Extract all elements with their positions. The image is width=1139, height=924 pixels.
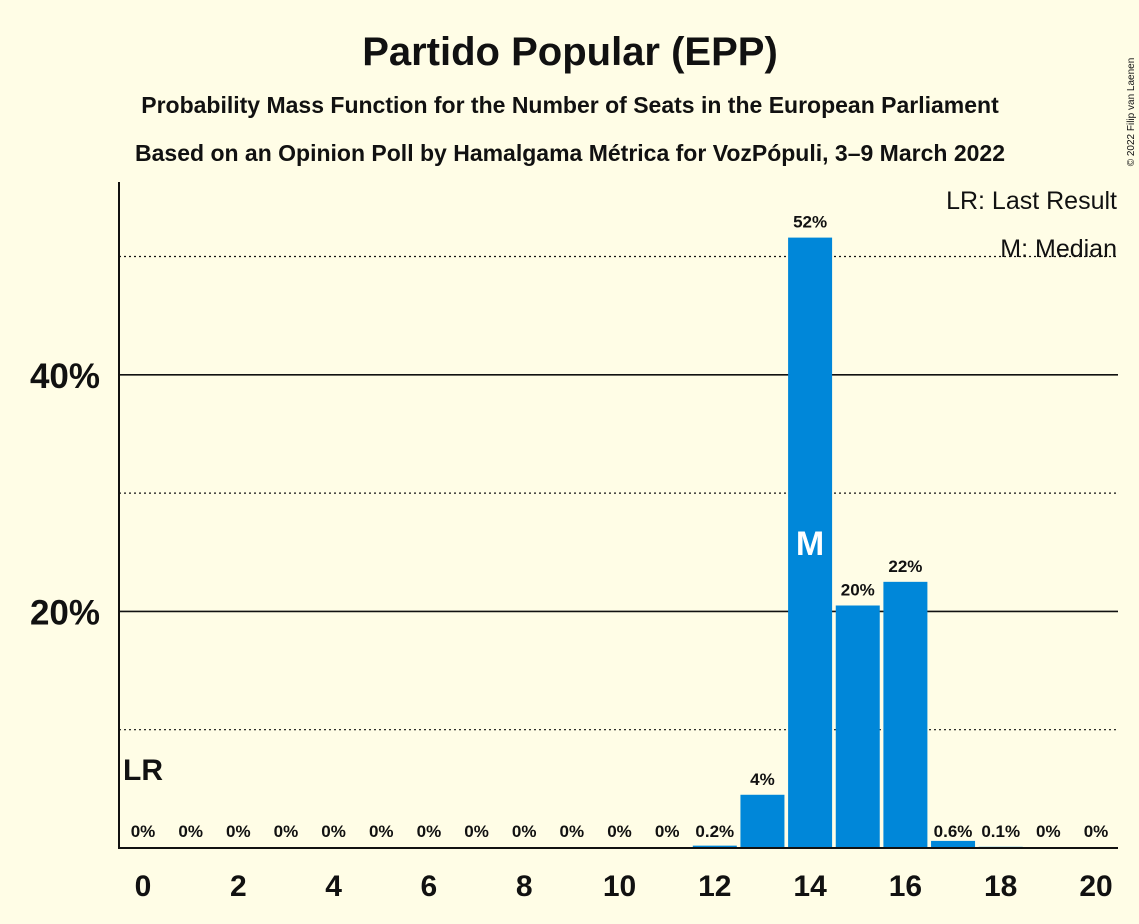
value-label-seat-19: 0% — [1036, 822, 1061, 841]
last-result-marker: LR — [123, 754, 163, 787]
bar-seat-17 — [931, 840, 976, 848]
x-tick-label: 18 — [984, 870, 1017, 903]
value-label-seat-13: 4% — [750, 770, 775, 789]
value-label-seat-7: 0% — [464, 822, 489, 841]
chart-title: Partido Popular (EPP) — [362, 30, 778, 74]
bars — [692, 237, 1023, 848]
median-marker: M — [796, 525, 824, 563]
x-axis-ticks: 0 2 4 6 8 10 12 14 16 18 20 — [135, 870, 1113, 903]
value-label-seat-15: 20% — [841, 580, 875, 599]
value-label-seat-20: 0% — [1084, 822, 1109, 841]
copyright: © 2022 Filip van Laenen — [1126, 58, 1137, 167]
chart-subtitle-2: Based on an Opinion Poll by Hamalgama Mé… — [135, 140, 1005, 166]
value-label-seat-10: 0% — [607, 822, 632, 841]
value-label-seat-2: 0% — [226, 822, 251, 841]
x-tick-label: 10 — [603, 870, 636, 903]
legend-median: M: Median — [1000, 235, 1117, 263]
x-tick-label: 8 — [516, 870, 533, 903]
value-label-seat-0: 0% — [131, 822, 156, 841]
gridlines — [119, 255, 1118, 731]
bar-seat-14 — [788, 237, 833, 848]
chart-subtitle-1: Probability Mass Function for the Number… — [141, 92, 999, 118]
value-label-seat-4: 0% — [321, 822, 346, 841]
value-label-seat-18: 0.1% — [981, 822, 1020, 841]
x-tick-label: 6 — [421, 870, 438, 903]
value-labels: 0% 0% 0% 0% 0% 0% 0% 0% 0% 0% 0% 0% 0.2% 4% 52% 20% 22% 0… — [131, 213, 1109, 841]
x-tick-label: 2 — [230, 870, 247, 903]
x-tick-label: 16 — [889, 870, 922, 903]
value-label-seat-1: 0% — [178, 822, 203, 841]
value-label-seat-11: 0% — [655, 822, 680, 841]
value-label-seat-3: 0% — [274, 822, 299, 841]
value-label-seat-16: 22% — [888, 557, 922, 576]
value-label-seat-17: 0.6% — [934, 822, 973, 841]
legend-last-result: LR: Last Result — [946, 187, 1117, 215]
x-tick-label: 20 — [1079, 870, 1112, 903]
x-tick-label: 0 — [135, 870, 152, 903]
value-label-seat-12: 0.2% — [695, 822, 734, 841]
y-axis-ticks: 20% 40% — [30, 357, 100, 633]
value-label-seat-6: 0% — [417, 822, 442, 841]
value-label-seat-8: 0% — [512, 822, 537, 841]
x-tick-label: 4 — [325, 870, 342, 903]
y-tick-label: 20% — [30, 593, 100, 632]
value-label-seat-14: 52% — [793, 213, 827, 232]
bar-seat-13 — [740, 794, 785, 848]
bar-seat-16 — [883, 581, 928, 848]
bar-seat-12 — [692, 845, 737, 848]
value-label-seat-5: 0% — [369, 822, 394, 841]
x-tick-label: 14 — [793, 870, 827, 903]
x-tick-label: 12 — [698, 870, 731, 903]
bar-seat-15 — [835, 605, 880, 848]
value-label-seat-9: 0% — [560, 822, 585, 841]
y-tick-label: 40% — [30, 357, 100, 396]
